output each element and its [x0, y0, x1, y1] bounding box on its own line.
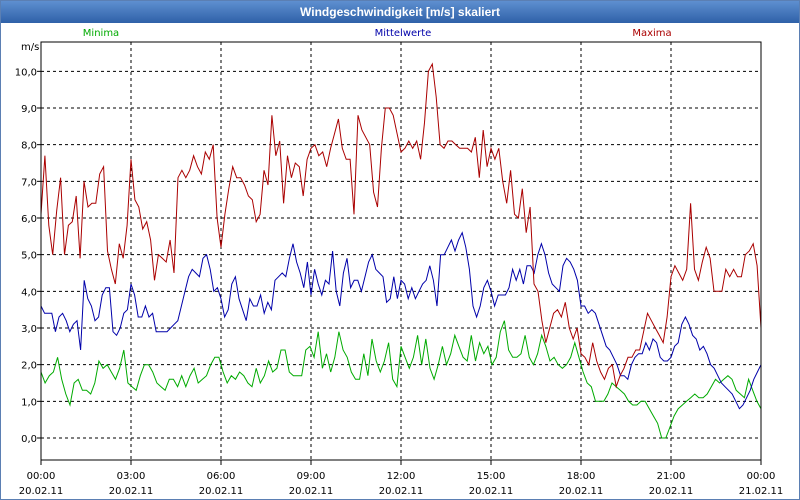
x-tick-date-label: 20.02.11	[289, 486, 334, 497]
y-tick-label: 5,0	[21, 251, 37, 262]
legend-entry-minima: Minima	[83, 28, 119, 39]
y-axis: 0,0 1,0 2,0 3,0 4,0 5,0 6,0 7,0 8,0 9,0 10,0	[15, 67, 41, 445]
x-tick-time-label: 21:00	[657, 471, 686, 482]
x-tick-date-label: 20.02.11	[649, 486, 694, 497]
x-tick-time-label: 09:00	[297, 471, 326, 482]
y-tick-label: 4,0	[21, 287, 37, 298]
x-tick-date-label: 20.02.11	[379, 486, 424, 497]
x-tick-time-label: 06:00	[207, 471, 236, 482]
y-tick-label: 3,0	[21, 324, 37, 335]
y-tick-label: 7,0	[21, 177, 37, 188]
y-tick-label: 9,0	[21, 104, 37, 115]
x-tick-time-label: 15:00	[477, 471, 506, 482]
series-line-maxima	[40, 62, 762, 389]
x-tick-time-label: 18:00	[567, 471, 596, 482]
x-tick-date-label: 20.02.11	[199, 486, 244, 497]
y-tick-label: 10,0	[15, 67, 37, 78]
legend: Minima Mittelwerte Maxima	[83, 28, 672, 39]
chart-plot: 0,0 1,0 2,0 3,0 4,0 5,0 6,0 7,0 8,0 9,0 10,0 00:00…	[15, 28, 784, 497]
series-line-mittelwerte	[40, 231, 762, 410]
x-tick-time-label: 03:00	[117, 471, 146, 482]
x-tick-date-label: 21.02.11	[739, 486, 784, 497]
window-title: Windgeschwindigkeit [m/s] skaliert	[1, 1, 799, 23]
grid-lines	[41, 42, 761, 460]
x-tick-time-label: 00:00	[747, 471, 776, 482]
series-layer	[40, 62, 762, 439]
y-tick-label: 0,0	[21, 434, 37, 445]
series-line-minima	[40, 320, 762, 439]
legend-entry-maxima: Maxima	[632, 28, 671, 39]
x-tick-date-label: 20.02.11	[469, 486, 514, 497]
legend-entry-mittelwerte: Mittelwerte	[375, 28, 432, 39]
x-tick-time-label: 12:00	[387, 471, 416, 482]
x-tick-date-label: 20.02.11	[109, 486, 154, 497]
y-tick-label: 2,0	[21, 361, 37, 372]
y-axis-label: m/s	[21, 42, 39, 53]
y-tick-label: 8,0	[21, 141, 37, 152]
y-tick-label: 6,0	[21, 214, 37, 225]
x-tick-date-label: 20.02.11	[559, 486, 604, 497]
x-tick-time-label: 00:00	[27, 471, 56, 482]
x-tick-date-label: 20.02.11	[19, 486, 64, 497]
x-axis: 00:00 20.02.11 03:00 20.02.11 06:00 20.02.11 0…	[19, 460, 784, 497]
y-tick-label: 1,0	[21, 397, 37, 408]
